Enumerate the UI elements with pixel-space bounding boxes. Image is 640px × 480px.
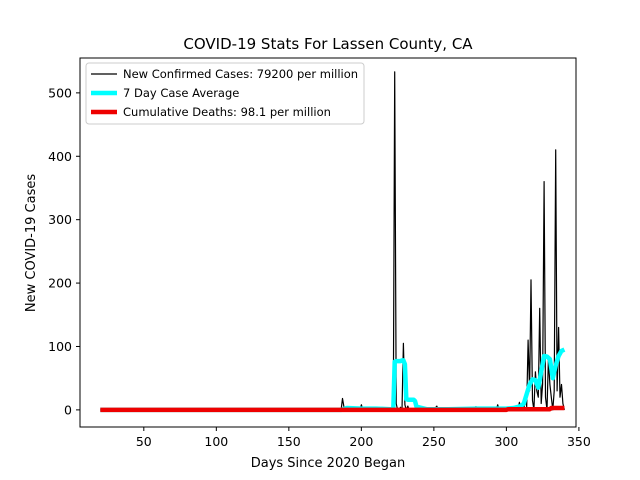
x-tick-label: 150 [277, 434, 301, 449]
x-axis-label: Days Since 2020 Began [251, 456, 406, 471]
x-tick-label: 50 [136, 434, 152, 449]
plot-frame [79, 57, 577, 428]
y-tick-label: 100 [48, 339, 72, 354]
x-tick-label: 350 [567, 434, 591, 449]
plot-area [79, 57, 577, 428]
legend-box [85, 62, 365, 125]
x-tick-label: 100 [204, 434, 228, 449]
y-tick-label: 400 [48, 149, 72, 164]
y-tick-label: 200 [48, 276, 72, 291]
legend-label-3: Cumulative Deaths: 98.1 per million [123, 105, 331, 119]
x-tick-label: 250 [422, 434, 446, 449]
legend-label-2: 7 Day Case Average [123, 86, 239, 100]
y-tick-label: 0 [64, 402, 72, 417]
y-tick-label: 500 [48, 85, 72, 100]
series-line-3 [100, 405, 565, 413]
series-line-2 [100, 347, 566, 413]
y-tick-label: 300 [48, 212, 72, 227]
chart-title: COVID-19 Stats For Lassen County, CA [183, 35, 473, 53]
x-tick-label: 200 [349, 434, 373, 449]
x-axis: 50 100 150 200 250 300 350 [136, 427, 591, 449]
x-tick-label: 300 [494, 434, 518, 449]
y-axis-label: New COVID-19 Cases [24, 174, 39, 312]
y-axis: 0 100 200 300 400 500 [48, 85, 80, 417]
legend-label-1: New Confirmed Cases: 79200 per million [123, 67, 358, 81]
legend: New Confirmed Cases: 79200 per million 7 … [85, 62, 365, 125]
